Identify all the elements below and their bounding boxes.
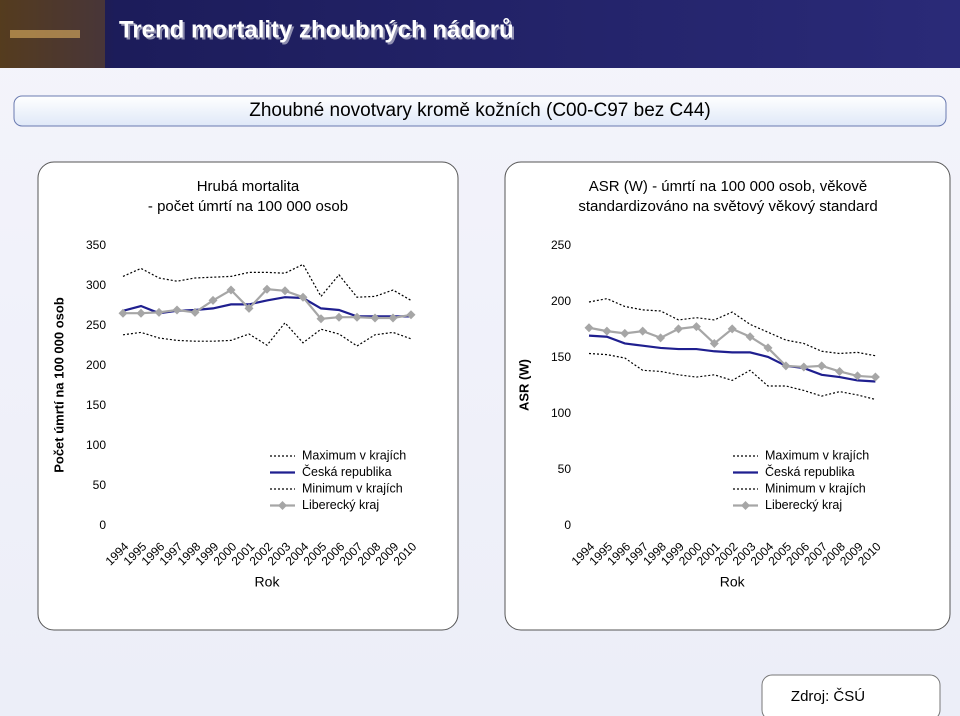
chart-title: standardizováno na světový věkový standa… xyxy=(578,198,877,215)
legend-label: Maximum v krajích xyxy=(302,448,406,462)
y-tick-label: 100 xyxy=(551,406,571,420)
legend-marker xyxy=(278,501,287,510)
series-line xyxy=(588,352,876,401)
header-shadow: Trend mortality zhoubných nádorů xyxy=(121,18,516,45)
legend-label: Česká republika xyxy=(765,464,855,479)
data-point xyxy=(745,332,755,342)
series-line xyxy=(588,334,876,383)
source: Zdroj: ČSÚ xyxy=(791,688,865,705)
data-point xyxy=(118,308,128,318)
data-point xyxy=(870,372,880,382)
data-point xyxy=(244,303,254,313)
data-point xyxy=(388,313,398,323)
legend-label: Maximum v krajích xyxy=(765,448,869,462)
subtitle-box xyxy=(13,95,947,127)
data-point xyxy=(835,366,845,376)
data-point xyxy=(691,322,701,332)
data-point xyxy=(154,307,164,317)
data-point xyxy=(656,333,666,343)
y-tick-label: 200 xyxy=(86,358,106,372)
y-axis-label: ASR (W) xyxy=(516,359,531,411)
data-point xyxy=(136,308,146,318)
chart-title: Hrubá mortalita xyxy=(197,178,300,195)
legend-label: Minimum v krajích xyxy=(302,481,403,495)
y-tick-label: 50 xyxy=(558,462,572,476)
y-tick-label: 250 xyxy=(86,318,106,332)
data-point xyxy=(799,362,809,372)
data-point xyxy=(674,324,683,334)
legend-label: Liberecký kraj xyxy=(302,498,379,512)
data-point xyxy=(352,312,362,322)
data-point xyxy=(316,314,326,324)
chart-title: - počet úmrtí na 100 000 osob xyxy=(148,198,348,215)
header-title: Trend mortality zhoubných nádorů xyxy=(119,16,514,43)
data-point xyxy=(298,292,308,302)
data-point xyxy=(406,310,416,320)
x-axis-label: Rok xyxy=(255,574,281,590)
data-point xyxy=(280,286,290,296)
legend-label: Minimum v krajích xyxy=(765,481,866,495)
y-tick-label: 50 xyxy=(93,478,107,492)
data-point xyxy=(620,328,630,338)
data-point xyxy=(763,343,773,353)
series-line xyxy=(122,263,412,301)
data-point xyxy=(208,295,218,305)
data-point xyxy=(190,307,200,317)
y-tick-label: 0 xyxy=(99,518,106,532)
y-tick-label: 100 xyxy=(86,438,106,452)
data-point xyxy=(638,326,648,336)
y-tick-label: 250 xyxy=(551,238,571,252)
series-line xyxy=(588,298,876,357)
data-point xyxy=(262,284,272,294)
data-point xyxy=(334,312,344,322)
y-axis-label: Počet úmrtí na 100 000 osob xyxy=(51,297,66,473)
y-tick-label: 350 xyxy=(86,238,106,252)
data-point xyxy=(370,313,380,323)
right-panel xyxy=(504,161,951,631)
chart-title: ASR (W) - úmrtí na 100 000 osob, věkově xyxy=(589,178,867,195)
y-tick-label: 0 xyxy=(564,518,571,532)
data-point xyxy=(781,361,791,371)
series-line xyxy=(122,321,412,347)
y-tick-label: 200 xyxy=(551,294,571,308)
data-point xyxy=(727,324,737,334)
y-tick-label: 300 xyxy=(86,278,106,292)
subtitle: Zhoubné novotvary kromě kožních (C00-C97… xyxy=(249,100,711,121)
data-point xyxy=(602,326,612,336)
x-axis-label: Rok xyxy=(720,574,746,590)
header-bar xyxy=(0,0,960,68)
data-point xyxy=(709,338,719,348)
legend-label: Česká republika xyxy=(302,464,392,479)
data-point xyxy=(853,371,862,381)
legend-marker xyxy=(741,501,750,510)
header-image-detail xyxy=(10,30,80,38)
y-tick-label: 150 xyxy=(551,350,571,364)
data-point xyxy=(226,285,236,295)
legend-label: Liberecký kraj xyxy=(765,498,842,512)
data-point xyxy=(817,361,827,371)
source-box xyxy=(761,674,941,716)
data-point xyxy=(172,305,182,315)
y-tick-label: 150 xyxy=(86,398,106,412)
data-point xyxy=(584,323,594,333)
left-panel xyxy=(37,161,459,631)
